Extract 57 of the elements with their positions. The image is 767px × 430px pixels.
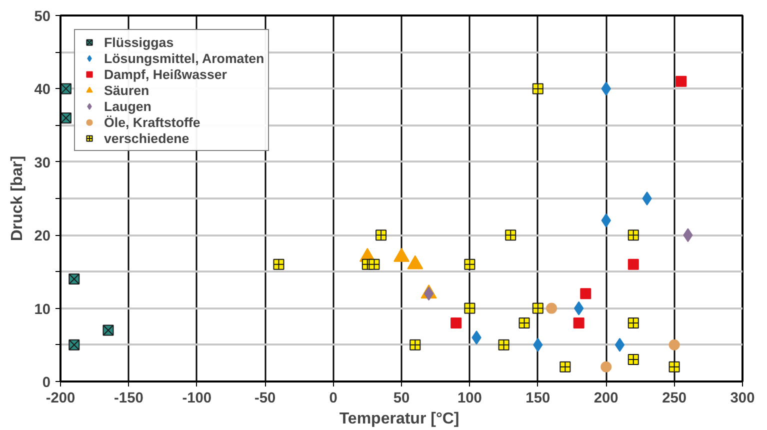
legend-label: Säuren: [104, 82, 150, 98]
y-tick-label: 50: [34, 9, 51, 25]
point: [450, 317, 462, 328]
point: [546, 302, 558, 314]
point: [498, 339, 510, 350]
x-tick-label: -150: [114, 390, 144, 406]
x-tick-label: 200: [594, 390, 618, 406]
y-tick-label: 30: [34, 155, 51, 172]
x-tick-label: -200: [46, 390, 76, 406]
x-tick-label: -50: [254, 390, 276, 406]
point: [424, 286, 434, 301]
point: [68, 339, 80, 350]
x-tick-label: 150: [526, 390, 550, 406]
point: [676, 76, 687, 87]
point: [628, 317, 639, 328]
point: [102, 324, 114, 336]
point: [668, 339, 680, 350]
x-tick-label: -100: [182, 390, 212, 406]
legend-label: Dampf, Heißwasser: [104, 66, 227, 82]
x-tick-label: 50: [393, 390, 410, 406]
y-tick-label: 20: [34, 228, 51, 245]
legend-label: Öle, Kraftstoffe: [104, 114, 200, 130]
legend-label: Laugen: [104, 98, 152, 114]
point: [505, 230, 516, 241]
point: [642, 192, 652, 206]
point: [574, 301, 584, 316]
point: [68, 274, 80, 285]
point: [376, 230, 387, 241]
point: [532, 83, 544, 94]
point: [600, 361, 612, 372]
point: [368, 258, 380, 270]
x-tick-label: 100: [457, 390, 482, 406]
legend-label: verschiedene: [104, 130, 190, 146]
x-axis-title: Temperatur [°C]: [339, 410, 460, 428]
x-tick-label: 250: [662, 390, 687, 406]
point: [273, 258, 284, 270]
point: [464, 258, 476, 270]
y-axis-title: Druck [bar]: [9, 156, 26, 242]
point: [532, 302, 544, 314]
point: [464, 302, 476, 314]
point: [668, 361, 680, 372]
y-tick-label: 10: [34, 302, 51, 318]
point: [628, 354, 639, 366]
legend-label: Lösungsmittel, Aromaten: [104, 50, 264, 66]
x-tick-label: 300: [730, 390, 755, 406]
point: [580, 288, 592, 300]
y-tick-label: 0: [42, 375, 51, 391]
point: [573, 317, 584, 328]
point: [614, 338, 625, 352]
legend-label: Flüssiggas: [104, 34, 174, 50]
point: [560, 361, 571, 372]
point: [628, 230, 639, 241]
point: [410, 339, 421, 350]
x-tick-label: 0: [329, 390, 338, 406]
point: [628, 258, 639, 270]
point: [518, 317, 530, 328]
y-tick-label: 40: [34, 82, 51, 98]
